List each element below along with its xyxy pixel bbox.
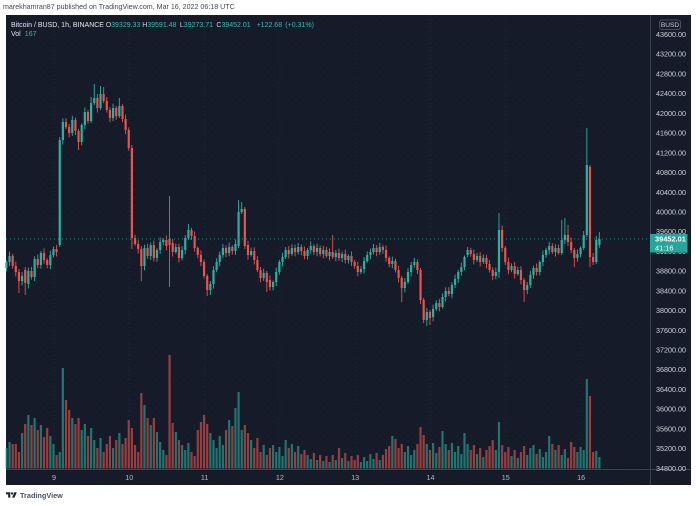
- svg-text:16: 16: [577, 473, 585, 482]
- svg-text:12: 12: [276, 473, 284, 482]
- svg-text:36800.00: 36800.00: [656, 365, 686, 374]
- svg-text:39452.01: 39452.01: [655, 235, 686, 244]
- svg-text:35200.00: 35200.00: [656, 444, 686, 453]
- svg-text:37600.00: 37600.00: [656, 326, 686, 335]
- svg-text:10: 10: [125, 473, 133, 482]
- svg-text:15: 15: [502, 473, 510, 482]
- svg-text:42800.00: 42800.00: [656, 69, 686, 78]
- svg-text:11: 11: [201, 473, 208, 482]
- svg-text:42000.00: 42000.00: [656, 109, 686, 118]
- svg-text:40000.00: 40000.00: [656, 208, 686, 217]
- svg-text:38800.00: 38800.00: [656, 267, 686, 276]
- svg-text:40800.00: 40800.00: [656, 168, 686, 177]
- svg-text:41:16: 41:16: [655, 243, 674, 252]
- svg-text:BUSD: BUSD: [661, 22, 680, 29]
- svg-text:43200.00: 43200.00: [656, 50, 686, 59]
- svg-text:34800.00: 34800.00: [656, 464, 686, 473]
- svg-text:14: 14: [427, 473, 435, 482]
- svg-text:38400.00: 38400.00: [656, 286, 686, 295]
- svg-text:37200.00: 37200.00: [656, 346, 686, 355]
- svg-text:40400.00: 40400.00: [656, 188, 686, 197]
- svg-text:39600.00: 39600.00: [656, 227, 686, 236]
- svg-text:9: 9: [52, 473, 56, 482]
- svg-text:35600.00: 35600.00: [656, 424, 686, 433]
- svg-text:43600.00: 43600.00: [656, 30, 686, 39]
- svg-text:13: 13: [351, 473, 359, 482]
- svg-text:36400.00: 36400.00: [656, 385, 686, 394]
- svg-text:38000.00: 38000.00: [656, 306, 686, 315]
- svg-text:36000.00: 36000.00: [656, 405, 686, 414]
- svg-text:41200.00: 41200.00: [656, 148, 686, 157]
- svg-text:41600.00: 41600.00: [656, 129, 686, 138]
- svg-text:42400.00: 42400.00: [656, 89, 686, 98]
